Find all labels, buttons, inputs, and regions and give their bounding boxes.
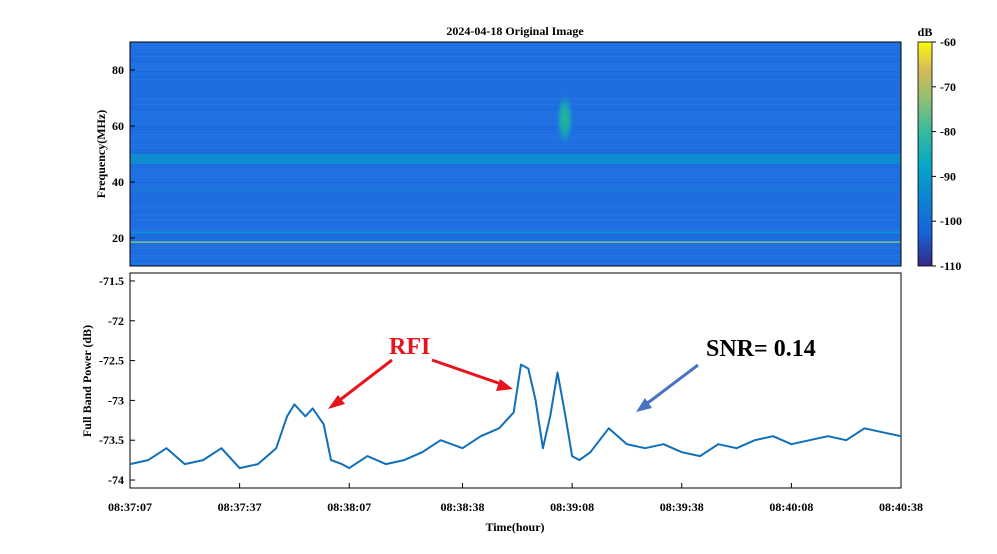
spectrogram-panel xyxy=(130,42,901,266)
colorbar-tick-label: -100 xyxy=(940,214,962,228)
rfi-label: RFI xyxy=(389,334,430,360)
line-y-tick-label: -72 xyxy=(108,314,124,328)
line-x-tick-label: 08:37:37 xyxy=(218,500,262,514)
rfi-arrow-left xyxy=(335,358,393,405)
line-y-tick-label: -71.5 xyxy=(99,274,124,288)
spectrogram-lines xyxy=(130,43,901,264)
heatmap-ylabel: Frequency(MHz) xyxy=(94,110,108,198)
colorbar-tick-label: -70 xyxy=(940,80,956,94)
line-xlabel: Time(hour) xyxy=(485,520,544,534)
line-y-tick-label: -74 xyxy=(108,473,124,487)
rfi-arrowhead-right xyxy=(496,379,513,391)
colorbar xyxy=(917,41,933,267)
power-series-line xyxy=(129,363,902,470)
line-x-tick-label: 08:38:07 xyxy=(327,500,371,514)
line-x-tick-label: 08:40:38 xyxy=(879,500,923,514)
line-x-tick-label: 08:40:08 xyxy=(769,500,813,514)
spectrogram-features xyxy=(130,90,901,243)
colorbar-tick-label: -90 xyxy=(940,169,956,183)
line-x-tick-label: 08:38:38 xyxy=(441,500,485,514)
rfi-arrow-right xyxy=(431,358,505,387)
spectrum-burst xyxy=(554,90,575,148)
spectrogram-y-tick-label: 40 xyxy=(112,175,124,189)
spectrogram-y-tick-label: 20 xyxy=(112,231,124,245)
spectrogram-y-ticks: 20 40 60 80 xyxy=(112,63,135,245)
line-x-tick-label: 08:37:07 xyxy=(108,500,152,514)
colorbar-label: dB xyxy=(918,25,933,39)
line-y-tick-label: -73.5 xyxy=(99,433,124,447)
line-x-ticks: 08:37:07 08:37:37 08:38:07 08:38:38 08:39:08… xyxy=(108,483,923,514)
spectrogram-y-tick-label: 80 xyxy=(112,63,124,77)
line-x-tick-label: 08:39:08 xyxy=(550,500,594,514)
line-y-ticks: -71.5 -72 -72.5 -73 -73.5 -74 xyxy=(99,274,135,487)
line-plot-frame xyxy=(129,272,902,489)
colorbar-ticks: -60 -70 -80 -90 -100 -110 xyxy=(932,35,962,273)
line-y-tick-label: -73 xyxy=(108,393,124,407)
spectrogram-frame xyxy=(129,41,902,267)
line-x-tick-label: 08:39:38 xyxy=(660,500,704,514)
colorbar-tick-label: -80 xyxy=(940,125,956,139)
spectrum-band xyxy=(130,154,901,164)
line-y-tick-label: -72.5 xyxy=(99,354,124,368)
colorbar-tick-label: -60 xyxy=(940,35,956,49)
spectrogram-y-tick-label: 60 xyxy=(112,119,124,133)
rfi-annotation: RFI xyxy=(328,334,513,409)
snr-arrow xyxy=(644,363,699,407)
heatmap-title: 2024-04-18 Original Image xyxy=(446,24,584,38)
snr-annotation: SNR= 0.14 xyxy=(636,336,816,412)
snr-arrowhead xyxy=(636,398,652,412)
colorbar-tick-label: -110 xyxy=(940,259,961,273)
snr-label: SNR= 0.14 xyxy=(706,336,816,362)
line-ylabel: Full Band Power (dB) xyxy=(80,325,94,437)
rfi-arrowhead-left xyxy=(328,395,345,409)
